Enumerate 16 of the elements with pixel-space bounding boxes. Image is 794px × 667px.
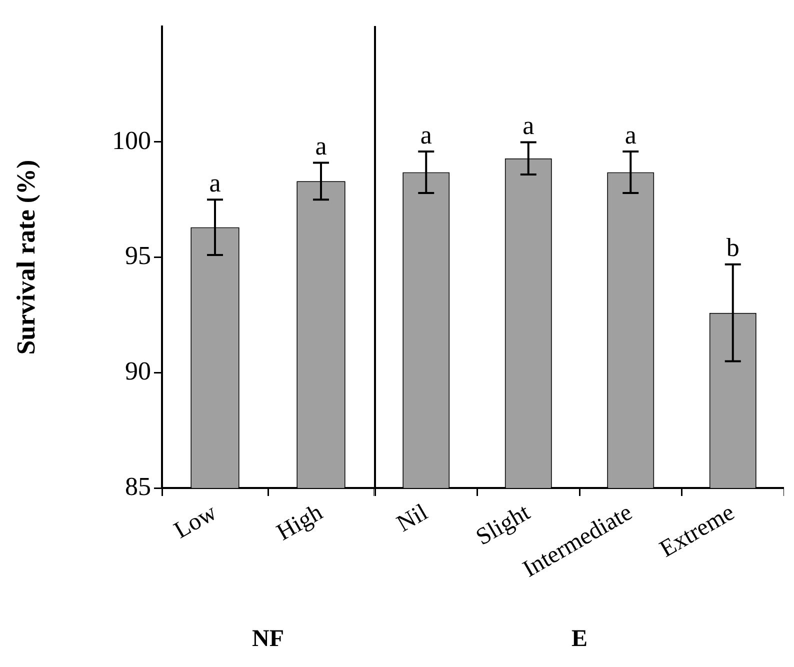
- x-axis-title: NF: [252, 626, 284, 652]
- annotation: a: [522, 111, 535, 140]
- annotation: a: [315, 132, 328, 161]
- annotation: a: [209, 168, 222, 198]
- annotation: a: [420, 120, 432, 150]
- x-tick-label: Low: [170, 499, 222, 544]
- annotation: a: [624, 120, 637, 150]
- y-tick-label: 85: [125, 472, 151, 501]
- x-tick-label: High: [272, 500, 328, 546]
- y-tick-label: 90: [125, 356, 151, 386]
- y-tick-label: 100: [112, 126, 151, 155]
- y-axis-title: Survival rate (%): [11, 160, 40, 355]
- y-tick-label: 95: [125, 241, 151, 270]
- x-tick-label: Nil: [392, 499, 433, 538]
- x-axis-title: E: [571, 626, 588, 652]
- annotation: b: [726, 233, 740, 262]
